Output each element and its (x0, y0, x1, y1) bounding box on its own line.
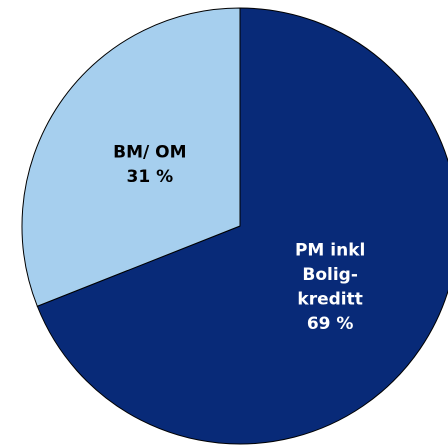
slice-label-line: Bolig- (302, 265, 358, 285)
value-label: 69 % (307, 314, 354, 334)
slice-label-line: BM/ OM (113, 142, 186, 162)
slice-label: BM/ OM (113, 142, 186, 162)
slice-label-line: PM inkl (295, 241, 365, 261)
slice-label-line: kreditt (297, 290, 362, 310)
slice-label: PM inkl Bolig-kreditt (295, 241, 365, 310)
pie-slice (36, 7, 448, 445)
value-label: 31 % (127, 167, 174, 187)
pie-slice (21, 7, 241, 307)
